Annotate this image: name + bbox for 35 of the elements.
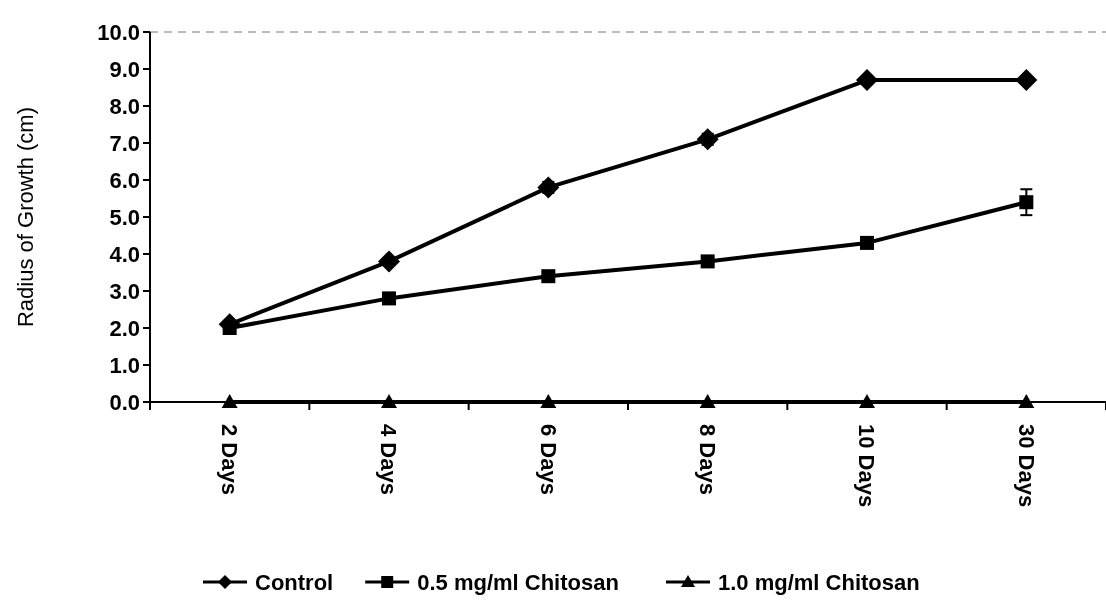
y-tick-label: 9.0 — [109, 56, 140, 82]
point — [859, 394, 875, 408]
point — [381, 394, 397, 408]
point — [541, 269, 556, 284]
x-tick-label: 6 Days — [535, 424, 561, 495]
x-tick-label: 4 Days — [376, 424, 402, 495]
y-tick-label: 4.0 — [109, 241, 140, 267]
point — [860, 235, 874, 250]
point — [699, 394, 716, 408]
point — [540, 394, 557, 408]
point — [700, 254, 715, 269]
y-tick-label: 7.0 — [109, 130, 140, 156]
legend-label: 0.5 mg/ml Chitosan — [417, 569, 619, 595]
y-tick-label: 1.0 — [109, 352, 140, 378]
y-axis-title: Radius of Growth (cm) — [13, 106, 38, 328]
point — [221, 394, 238, 408]
point — [1018, 394, 1035, 408]
y-tick-label: 6.0 — [109, 167, 140, 193]
point — [382, 291, 396, 306]
y-tick-label: 8.0 — [109, 93, 140, 119]
y-tick-label: 10.0 — [97, 19, 140, 45]
y-tick-label: 2.0 — [109, 315, 140, 341]
y-tick-label: 0.0 — [109, 389, 140, 415]
x-tick-label: 30 Days — [1013, 424, 1039, 508]
point — [856, 69, 878, 92]
legend-label: 1.0 mg/ml Chitosan — [718, 569, 920, 595]
point — [1015, 69, 1038, 92]
x-tick-label: 10 Days — [854, 424, 880, 508]
legend-label: Control — [255, 569, 334, 595]
point — [378, 250, 400, 273]
y-tick-label: 5.0 — [109, 204, 140, 230]
x-tick-label: 2 Days — [216, 424, 242, 495]
point — [1019, 195, 1034, 210]
x-tick-label: 8 Days — [694, 424, 720, 495]
y-tick-label: 3.0 — [109, 278, 140, 304]
